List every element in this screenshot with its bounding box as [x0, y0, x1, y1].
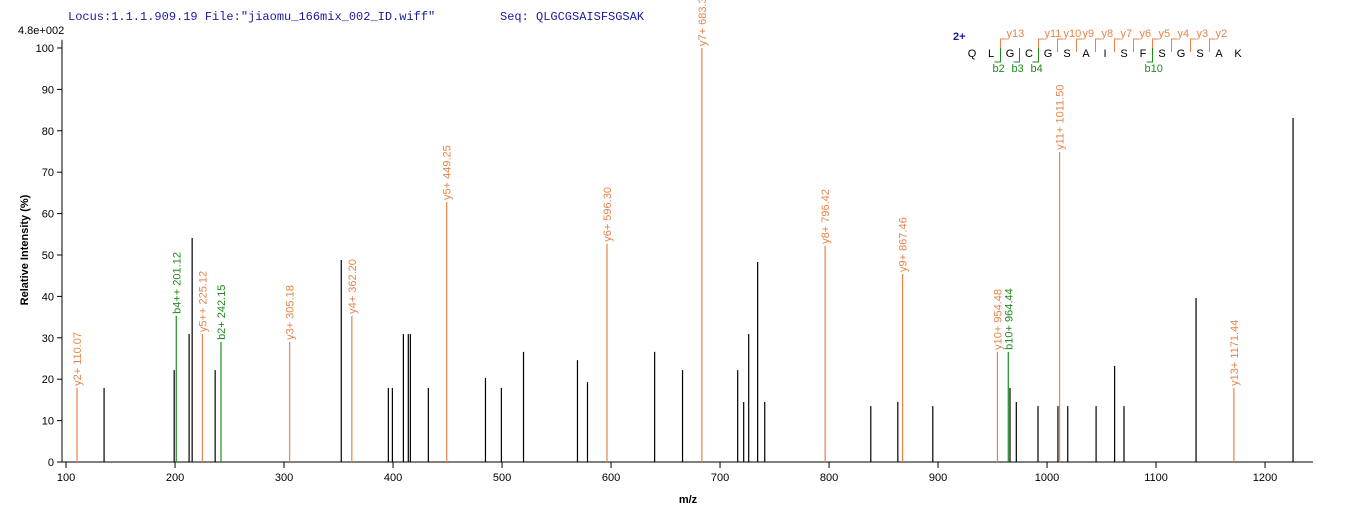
y-bracket [1038, 38, 1045, 52]
residue: S [1063, 48, 1070, 60]
y-bracket [1190, 38, 1197, 52]
b-ion: b3 [1012, 63, 1024, 75]
y-ion: y6 [1140, 28, 1152, 40]
y-bracket [1114, 38, 1121, 52]
y-bracket [1171, 38, 1178, 52]
peak-label: y13+ 1171.44 [1229, 320, 1241, 386]
y-bracket [1152, 38, 1159, 52]
y-tick-label: 60 [42, 209, 54, 221]
peak-label: y6+ 596.30 [602, 187, 614, 242]
peak-label: y5+ 449.25 [442, 145, 454, 200]
y-ion: y8 [1102, 28, 1114, 40]
residue: S [1196, 48, 1203, 60]
residue: G [1177, 48, 1186, 60]
y-ion: y13 [1007, 28, 1025, 40]
charge: 2+ [953, 31, 966, 43]
y-ion: y7 [1121, 28, 1133, 40]
y-bracket [1057, 38, 1064, 52]
y-bracket [1095, 38, 1102, 52]
y-bracket [1209, 38, 1216, 52]
residue: C [1025, 48, 1033, 60]
x-tick-label: 300 [275, 472, 293, 484]
residue: A [1082, 48, 1090, 60]
y-tick-label: 40 [42, 291, 54, 303]
y-bracket [1000, 38, 1007, 52]
b-ion: b2 [993, 63, 1005, 75]
y-tick-label: 100 [36, 43, 54, 55]
x-tick-label: 100 [57, 472, 75, 484]
x-tick-label: 500 [493, 472, 511, 484]
x-tick-label: 1100 [1144, 472, 1168, 484]
x-tick-label: 1200 [1253, 472, 1277, 484]
residue: G [1006, 48, 1015, 60]
x-tick-label: 800 [820, 472, 838, 484]
peak-label: y9+ 867.46 [898, 217, 910, 272]
peak-label: y5++ 225.12 [197, 271, 209, 332]
residue: I [1103, 48, 1106, 60]
y-ion: y5 [1159, 28, 1171, 40]
y-ion: y2 [1216, 28, 1228, 40]
b-ion: b10 [1145, 63, 1163, 75]
peak-label: b4++ 201.12 [171, 252, 183, 314]
max-intensity: 4.8e+002 [18, 25, 64, 37]
x-tick-label: 400 [384, 472, 402, 484]
residue: A [1215, 48, 1223, 60]
peak-label: y3+ 305.18 [285, 285, 297, 340]
x-axis-title: m/z [679, 494, 698, 506]
y-tick-label: 0 [48, 457, 54, 469]
peak-label: b10+ 964.44 [1003, 288, 1015, 349]
residue: K [1234, 48, 1242, 60]
y-ion: y10 [1064, 28, 1082, 40]
sequence: Seq: QLGCGSAISFSGSAK [500, 10, 645, 24]
b-bracket [1032, 48, 1039, 63]
peak-label: y4+ 362.20 [347, 259, 359, 314]
peak-label: y8+ 796.42 [820, 189, 832, 244]
y-tick-label: 20 [42, 374, 54, 386]
y-ion: y9 [1083, 28, 1095, 40]
y-axis-title: Relative Intensity (%) [19, 194, 31, 305]
b-bracket [994, 48, 1001, 63]
peak-label: y2+ 110.07 [72, 332, 84, 386]
y-bracket [1133, 38, 1140, 52]
residue: S [1120, 48, 1127, 60]
x-tick-label: 1000 [1035, 472, 1059, 484]
y-tick-label: 30 [42, 333, 54, 345]
b-ion: b4 [1031, 63, 1043, 75]
peak-label: y7+ 683.33 [697, 0, 709, 46]
y-ion: y4 [1178, 28, 1190, 40]
peak-label: y11+ 1011.50 [1055, 85, 1067, 150]
x-tick-label: 900 [929, 472, 947, 484]
b-bracket [1146, 48, 1153, 63]
b-bracket [1013, 48, 1020, 63]
y-tick-label: 90 [42, 84, 54, 96]
peak-label: b2+ 242.15 [216, 285, 228, 340]
y-ion: y3 [1197, 28, 1209, 40]
residue: S [1158, 48, 1165, 60]
residue: F [1140, 48, 1147, 60]
residue: Q [968, 48, 977, 60]
peak-label: y10+ 954.48 [992, 289, 1004, 350]
x-tick-label: 200 [166, 472, 184, 484]
x-tick-label: 700 [711, 472, 729, 484]
y-tick-label: 50 [42, 250, 54, 262]
residue: G [1044, 48, 1053, 60]
y-ion: y11 [1045, 28, 1062, 40]
y-tick-label: 80 [42, 126, 54, 138]
y-bracket [1076, 38, 1083, 52]
y-tick-label: 10 [42, 416, 54, 428]
x-tick-label: 600 [602, 472, 620, 484]
residue: L [988, 48, 994, 60]
locus: Locus:1.1.1.909.19 File:"jiaomu_166mix_0… [68, 10, 435, 24]
y-tick-label: 70 [42, 167, 54, 179]
